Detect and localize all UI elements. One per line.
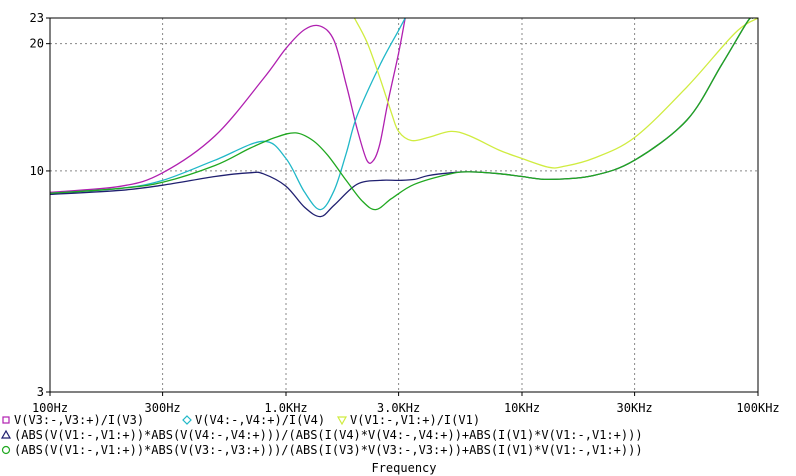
- legend-entry-1: V(V3:-,V3:+)/I(V3): [14, 413, 144, 427]
- y-tick-label: 3: [37, 385, 44, 399]
- legend-entry-3: V(V1:-,V1:+)/I(V1): [350, 413, 480, 427]
- grid-lines: [50, 18, 758, 392]
- y-tick-label: 23: [30, 11, 44, 25]
- legend-entry-5: (ABS(V(V1:-,V1:+))*ABS(V(V3:-,V3:+)))/(A…: [14, 443, 643, 457]
- x-tick-labels: 100Hz 300Hz 1.0KHz 3.0KHz 10KHz 30KHz 100KHz: [32, 392, 780, 415]
- series-line-1: [50, 18, 406, 193]
- legend-marker-triangle-up-icon: [0, 429, 12, 439]
- y-tick-label: 10: [30, 164, 44, 178]
- plot-curves: [50, 18, 758, 218]
- x-tick-label: 10KHz: [504, 401, 540, 415]
- series-line-5: [50, 18, 754, 211]
- series-line-3: [353, 18, 758, 169]
- legend-marker-square-icon: [2, 416, 10, 424]
- legend-marker-triangle-down-icon: [336, 416, 348, 426]
- x-tick-label: 300Hz: [145, 401, 181, 415]
- legend-entry-2: V(V4:-,V4:+)/I(V4): [195, 413, 325, 427]
- x-tick-label: 3.0KHz: [377, 401, 420, 415]
- plot-frame: [49, 17, 759, 393]
- series-line-2: [50, 18, 406, 211]
- x-axis-label: Frequency: [371, 461, 436, 475]
- x-tick-label: 30KHz: [617, 401, 653, 415]
- y-tick-labels: 3 10 20 23: [30, 11, 50, 399]
- y-tick-label: 20: [30, 37, 44, 51]
- x-tick-label: 100KHz: [736, 401, 779, 415]
- x-tick-label: 1.0KHz: [264, 401, 307, 415]
- legend-marker-diamond-icon: [182, 415, 192, 425]
- x-tick-label: 100Hz: [32, 401, 68, 415]
- legend-marker-circle-icon: [1, 445, 11, 455]
- legend: V(V3:-,V3:+)/I(V3) V(V4:-,V4:+)/I(V4) V(V1…: [0, 413, 643, 457]
- legend-entry-4: (ABS(V(V1:-,V1:+))*ABS(V(V4:-,V4:+)))/(A…: [14, 428, 643, 442]
- series-line-4: [50, 18, 754, 218]
